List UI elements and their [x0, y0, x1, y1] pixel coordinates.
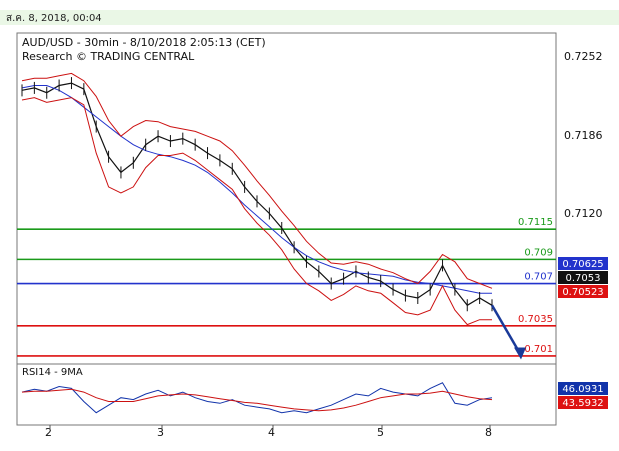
rsi-panel-frame: [16, 363, 557, 426]
rsi-badge-label: 46.0931: [562, 384, 603, 395]
price-badge: [558, 257, 608, 270]
chart-marks: 0.7115 0.709 0.707 0.7035 0.701 0.70625 0.7053…: [17, 72, 608, 430]
rsi-ma-line: [21, 388, 493, 412]
x-tick-label: 3: [157, 426, 164, 439]
level-label: 0.709: [524, 247, 553, 258]
price-badge: [558, 285, 608, 298]
price-badge: [558, 271, 608, 284]
rsi-badge-label: 43.5932: [562, 398, 603, 409]
projection-arrow: [490, 304, 522, 355]
upper-band-line: [21, 72, 493, 289]
rsi-chart-title: RSI14 - 9MA: [22, 367, 83, 378]
x-tick-label: 8: [485, 426, 492, 439]
date-bar: ส.ค. 8, 2018, 00:04: [0, 10, 619, 25]
projection-arrowhead: [514, 347, 526, 360]
level-label: 0.7035: [518, 314, 553, 325]
x-tick-label: 5: [377, 426, 384, 439]
main-panel-frame: [16, 32, 557, 365]
price-badge-label: 0.70523: [562, 287, 603, 298]
rsi-badge: [558, 396, 608, 409]
x-tick-label: 2: [45, 426, 52, 439]
main-chart-title: AUD/USD - 30min - 8/10/2018 2:05:13 (CET…: [22, 36, 266, 49]
price-badge-label: 0.70625: [562, 259, 603, 270]
y-tick-label: 0.7186: [564, 129, 603, 142]
date-text: ส.ค. 8, 2018, 00:04: [6, 13, 102, 24]
price-badge-label: 0.7053: [566, 273, 601, 284]
rsi-badge: [558, 382, 608, 395]
main-chart-subtitle: Research © TRADING CENTRAL: [22, 50, 195, 63]
level-label: 0.707: [524, 272, 553, 283]
y-tick-label: 0.7120: [564, 207, 603, 220]
level-label: 0.701: [524, 344, 553, 355]
x-tick-label: 4: [268, 426, 275, 439]
lower-band-line: [21, 97, 492, 326]
rsi-line: [21, 382, 493, 414]
level-label: 0.7115: [518, 217, 553, 228]
y-tick-label: 0.7252: [564, 50, 603, 63]
